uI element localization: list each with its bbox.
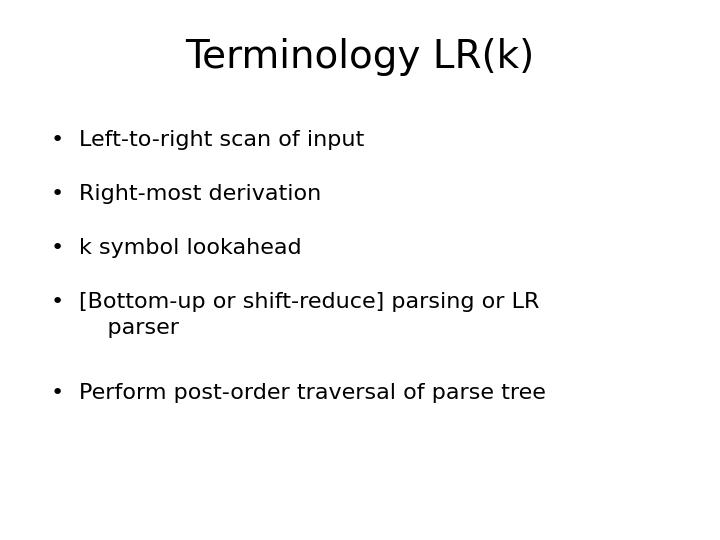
Text: •: • bbox=[50, 383, 63, 403]
Text: k symbol lookahead: k symbol lookahead bbox=[79, 238, 302, 258]
Text: •: • bbox=[50, 130, 63, 150]
Text: Right-most derivation: Right-most derivation bbox=[79, 184, 321, 204]
Text: Terminology LR(k): Terminology LR(k) bbox=[185, 38, 535, 76]
Text: •: • bbox=[50, 238, 63, 258]
Text: [Bottom-up or shift-reduce] parsing or LR
    parser: [Bottom-up or shift-reduce] parsing or L… bbox=[79, 292, 539, 338]
Text: Left-to-right scan of input: Left-to-right scan of input bbox=[79, 130, 364, 150]
Text: Perform post-order traversal of parse tree: Perform post-order traversal of parse tr… bbox=[79, 383, 546, 403]
Text: •: • bbox=[50, 184, 63, 204]
Text: •: • bbox=[50, 292, 63, 312]
